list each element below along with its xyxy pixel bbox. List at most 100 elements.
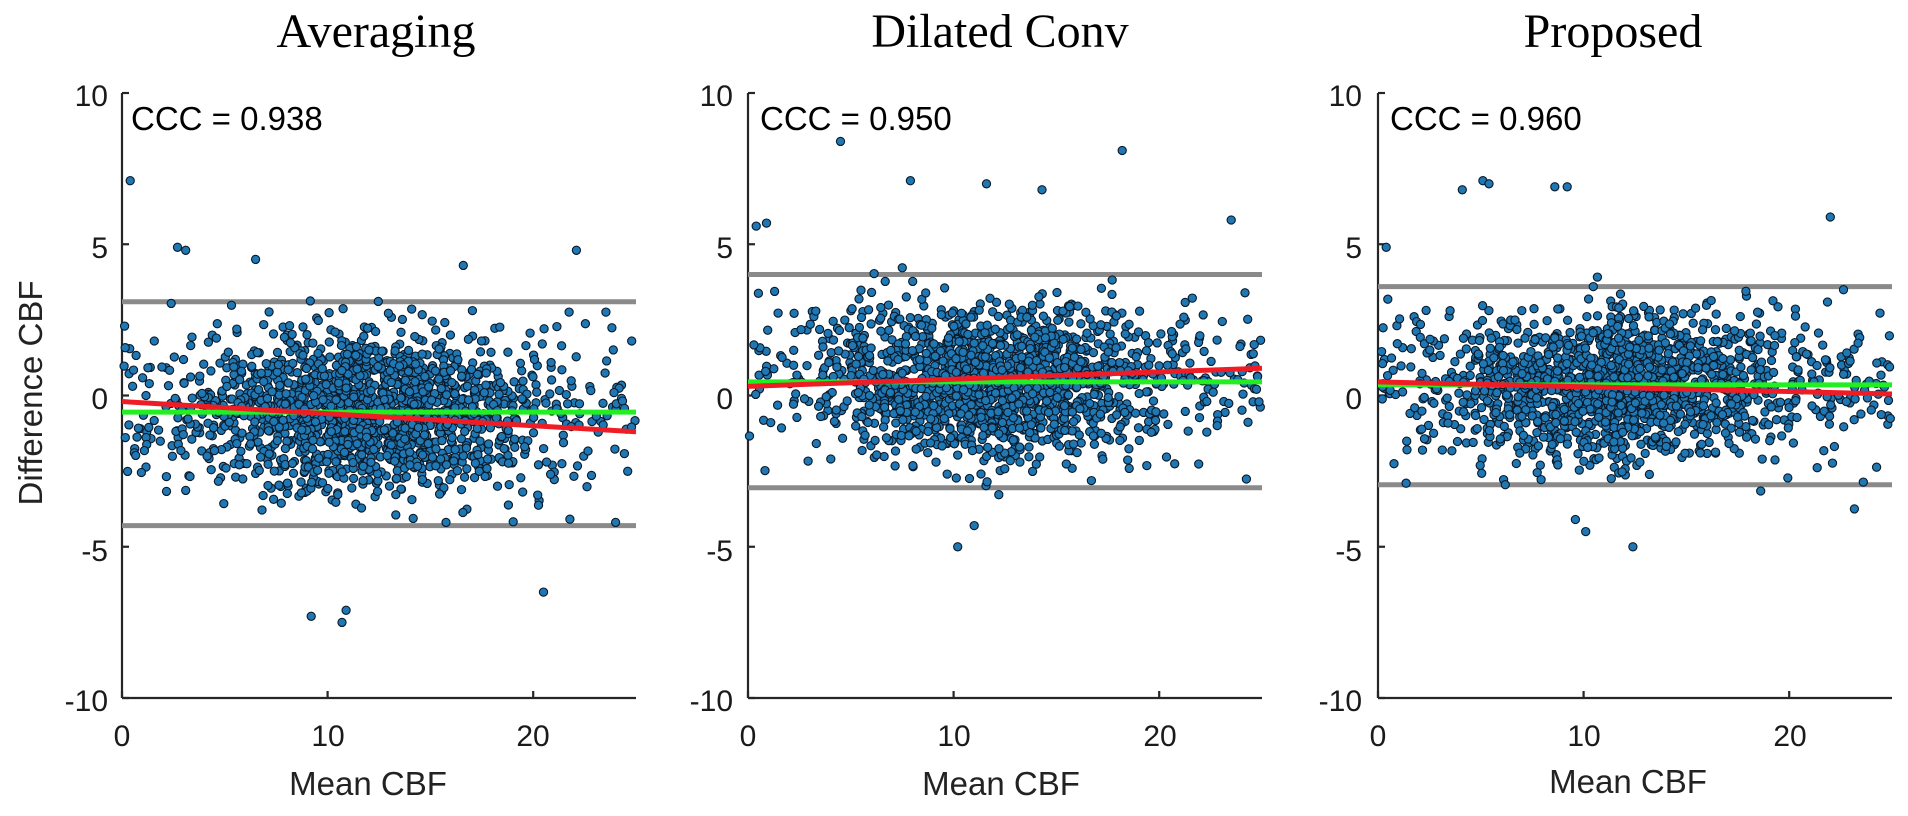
data-point [1635, 457, 1645, 467]
data-point [921, 391, 931, 402]
x-tick-label: 10 [937, 720, 970, 753]
data-point [347, 483, 357, 493]
data-point [1115, 422, 1125, 432]
data-point [951, 367, 961, 378]
data-point [753, 288, 764, 298]
data-point [1037, 185, 1047, 195]
data-point [1766, 402, 1776, 412]
data-point [890, 446, 901, 456]
scatter-points [119, 176, 640, 628]
data-point [847, 340, 858, 351]
data-point [141, 390, 151, 401]
data-point [1088, 431, 1099, 441]
data-point [456, 371, 467, 381]
data-point [1442, 393, 1452, 403]
y-ticks: 10 5 0 -5 -10 [65, 80, 108, 718]
data-point [1428, 428, 1439, 438]
data-point [1124, 444, 1134, 454]
data-point [962, 426, 973, 436]
data-point [272, 436, 282, 446]
data-point [772, 400, 783, 410]
data-point [1709, 360, 1719, 371]
data-point [1664, 319, 1675, 329]
data-point [545, 389, 555, 399]
data-point [1382, 370, 1393, 381]
data-point [250, 417, 260, 427]
data-point [208, 423, 219, 433]
data-point [520, 442, 530, 452]
data-point [1639, 301, 1649, 312]
data-point [608, 345, 618, 355]
data-point [1419, 392, 1429, 403]
data-point [1040, 333, 1051, 343]
data-point [598, 398, 608, 408]
data-point [951, 391, 961, 401]
data-point [1718, 353, 1728, 364]
data-point [163, 381, 174, 391]
data-point [1784, 402, 1794, 413]
data-point [195, 371, 205, 381]
data-point [437, 435, 447, 446]
data-point [1725, 355, 1736, 365]
data-point [173, 413, 183, 423]
data-point [1076, 344, 1086, 355]
data-point [1876, 370, 1886, 380]
data-point [236, 366, 247, 376]
data-point [586, 470, 597, 481]
data-point [408, 513, 418, 524]
data-point [532, 387, 542, 397]
data-point [1538, 432, 1549, 442]
data-point [1064, 317, 1074, 327]
data-point [206, 465, 216, 475]
y-tick-label: 10 [700, 80, 733, 113]
data-point [574, 399, 585, 409]
data-point [492, 481, 503, 491]
data-point [565, 514, 575, 524]
data-point [610, 444, 620, 454]
data-point [481, 368, 491, 378]
data-point [1698, 419, 1708, 430]
data-point [1659, 390, 1669, 400]
data-point [978, 341, 988, 351]
data-point [1377, 358, 1388, 369]
data-point [1807, 401, 1817, 411]
data-point [1812, 360, 1822, 371]
data-point [247, 361, 257, 371]
data-point [791, 389, 801, 399]
data-point [1187, 293, 1197, 303]
data-point [564, 307, 574, 317]
data-point [178, 429, 188, 440]
data-point [309, 391, 319, 401]
data-point [1807, 369, 1817, 379]
data-point [276, 498, 286, 508]
data-point [1249, 339, 1259, 350]
data-point [1111, 343, 1121, 353]
data-point [131, 350, 141, 361]
data-point [571, 245, 582, 255]
data-point [139, 445, 150, 456]
data-point [521, 340, 531, 351]
data-point [901, 292, 911, 302]
data-point [826, 454, 836, 464]
data-point [308, 435, 318, 445]
data-point [1820, 355, 1831, 365]
data-point [336, 340, 347, 351]
data-point [469, 472, 480, 483]
data-point [805, 319, 815, 329]
data-point [410, 376, 420, 387]
data-point [1170, 459, 1180, 469]
data-point [937, 441, 947, 451]
data-point [333, 489, 343, 500]
data-point [1208, 387, 1218, 397]
data-point [1383, 294, 1393, 304]
data-point [931, 457, 941, 467]
data-point [503, 458, 514, 468]
data-point [1015, 363, 1026, 373]
data-point [1107, 289, 1117, 300]
data-point [911, 426, 921, 436]
data-point [119, 361, 129, 371]
data-point [1038, 311, 1049, 321]
data-point [811, 306, 821, 316]
data-point [1060, 425, 1070, 436]
data-point [1086, 475, 1097, 486]
